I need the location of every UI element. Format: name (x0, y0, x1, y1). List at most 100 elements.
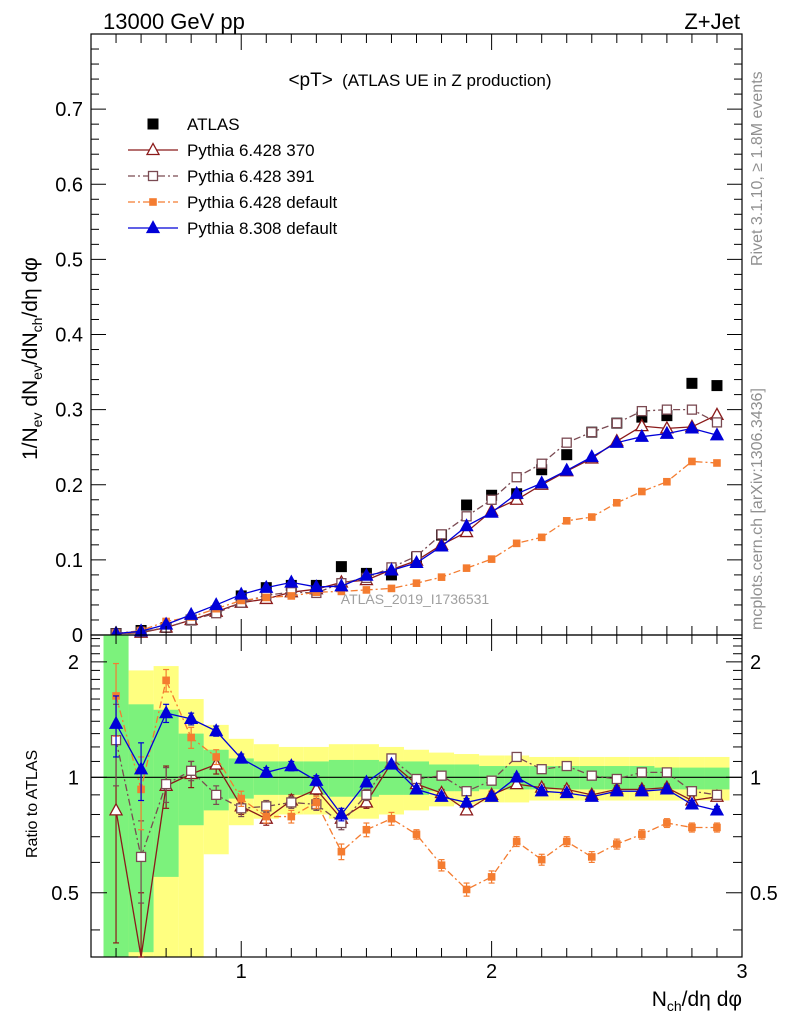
data-point (160, 778, 172, 790)
legend-label: Pythia 6.428 default (187, 193, 338, 212)
data-point (661, 410, 673, 422)
data-point (437, 861, 446, 869)
main-y-tick-label: 0.6 (55, 174, 83, 196)
rivet-version-label: Rivet 3.1.10, ≥ 1.8M events (749, 71, 766, 266)
mcplots-label: mcplots.cern.ch [arXiv:1306.3436] (749, 388, 766, 630)
data-point (259, 764, 274, 778)
data-point (487, 555, 496, 563)
data-point (634, 783, 649, 797)
legend-marker (147, 118, 159, 130)
green-band-bin (654, 767, 680, 790)
data-point (536, 458, 547, 469)
ratio-series-py8 (108, 695, 725, 822)
data-point (359, 774, 374, 788)
data-point (361, 789, 372, 801)
plot-title: <pT> (ATLAS UE in Z production) (288, 70, 551, 91)
ratio-plot-panel: 1 2 3 0.5 0.5 1 1 2 2 (51, 34, 778, 983)
data-point (359, 567, 374, 581)
data-point (211, 789, 222, 801)
data-point (511, 751, 522, 763)
data-point (688, 457, 696, 466)
data-point (334, 806, 349, 820)
data-point (559, 785, 574, 799)
green-band-bin (704, 767, 730, 790)
data-point (611, 417, 622, 429)
plot-title-main: <pT> (288, 70, 332, 91)
data-point (713, 459, 721, 467)
data-point (436, 770, 447, 781)
data-point (462, 885, 471, 894)
data-point (286, 797, 297, 808)
data-point (484, 788, 499, 802)
data-point (187, 733, 195, 742)
data-point (387, 584, 396, 593)
data-point (209, 723, 224, 737)
data-point (384, 562, 399, 576)
data-point (509, 769, 524, 783)
x-axis-label: Nch/dη dφ (652, 988, 742, 1014)
data-point (309, 781, 324, 795)
data-point (409, 555, 424, 569)
ratio-y-tick-label-left: 2 (68, 652, 79, 674)
data-point (209, 597, 224, 611)
data-point (686, 404, 698, 415)
data-point (684, 796, 700, 810)
data-point (711, 789, 723, 801)
data-point (661, 404, 673, 415)
main-y-tick-label: 0.7 (55, 99, 83, 121)
main-y-axis: 0 0.1 0.2 0.3 0.4 0.5 0.6 0.7 (55, 48, 742, 647)
data-point (287, 592, 296, 600)
data-point (337, 587, 346, 596)
data-point (512, 837, 521, 846)
data-point (659, 781, 674, 795)
data-point (587, 513, 596, 521)
data-point (511, 472, 522, 483)
main-y-tick-label: 0.4 (55, 325, 83, 347)
x-tick-label: 3 (736, 961, 747, 983)
data-point (108, 802, 124, 816)
main-y-tick-label: 0.1 (55, 550, 83, 572)
data-point (559, 462, 574, 476)
green-band-bin (328, 759, 354, 797)
data-point (561, 449, 573, 461)
data-point (262, 812, 271, 821)
data-point (509, 485, 524, 499)
main-y-tick-label: 0.3 (55, 400, 83, 422)
data-point (284, 758, 299, 772)
data-point (362, 586, 371, 594)
main-y-tick-label: 0.2 (55, 475, 83, 497)
legend-marker (145, 220, 161, 234)
data-point (636, 405, 647, 417)
data-point (638, 487, 646, 496)
data-point (562, 837, 571, 846)
x-axis: 1 2 3 (90, 34, 748, 983)
data-point (436, 529, 447, 540)
data-point (609, 434, 624, 448)
header-energy-label: 13000 GeV pp (103, 9, 245, 34)
data-point (437, 573, 446, 581)
data-point (486, 494, 497, 505)
data-point (636, 411, 648, 423)
data-point (434, 538, 449, 552)
data-point (586, 770, 597, 781)
x-tick-label: 2 (486, 961, 497, 983)
data-point (309, 772, 324, 786)
data-point (409, 781, 424, 795)
data-point (412, 830, 421, 839)
data-point (384, 756, 399, 770)
data-point (135, 851, 147, 863)
ratio-y-tick-label-right: 1 (750, 767, 761, 789)
data-point (638, 830, 646, 839)
ratio-y-axis-label: Ratio to ATLAS (24, 750, 41, 858)
data-point (512, 539, 521, 548)
data-point (159, 705, 174, 719)
x-tick-label: 1 (236, 961, 247, 983)
data-point (534, 475, 549, 489)
green-band-bin (679, 767, 705, 790)
data-point (659, 425, 674, 439)
data-point (711, 380, 723, 392)
data-point (237, 596, 246, 605)
main-y-axis-label: 1/Nev dNev/dNch/dη dφ (19, 257, 45, 460)
legend-entry-py8: Pythia 8.308 default (128, 219, 338, 238)
legend-marker (145, 142, 161, 156)
